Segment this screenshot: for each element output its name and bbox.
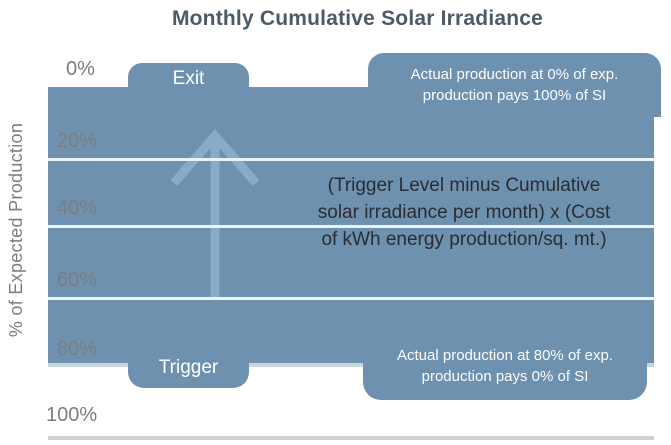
- gridline-60: [48, 297, 654, 300]
- bottom-note-callout: Actual production at 80% of exp. product…: [363, 332, 647, 400]
- y-tick-100: 100%: [46, 404, 98, 426]
- trigger-level-label: Trigger: [158, 357, 219, 378]
- gridline-80: [48, 363, 654, 367]
- top-note-line2: production pays 100% of SI: [422, 87, 607, 104]
- bottom-note-line1: Actual production at 80% of exp.: [397, 347, 613, 364]
- payout-formula-line2: solar irradiance per month) x (Cost: [317, 202, 611, 223]
- top-note-callout: Actual production at 0% of exp. producti…: [368, 53, 661, 117]
- bottom-note-line2: production pays 0% of SI: [421, 368, 589, 385]
- chart-title: Monthly Cumulative Solar Irradiance: [171, 7, 544, 30]
- y-axis-label: % of Expected Production: [6, 122, 26, 338]
- payout-formula-line1: (Trigger Level minus Cumulative: [327, 175, 601, 196]
- y-tick-80: 80%: [57, 338, 98, 360]
- y-tick-60: 60%: [57, 269, 98, 291]
- axis-line-100: [48, 436, 654, 440]
- exit-level-label: Exit: [172, 68, 205, 89]
- trigger-level-tab: Trigger: [128, 348, 249, 388]
- exit-level-tab: Exit: [128, 63, 249, 95]
- payout-formula-line3: of kWh energy production/sq. mt.): [321, 229, 607, 250]
- y-tick-20: 20%: [57, 130, 98, 152]
- top-note-line1: Actual production at 0% of exp.: [410, 66, 619, 83]
- y-tick-0: 0%: [66, 58, 95, 80]
- gridline-40: [48, 225, 654, 228]
- payout-formula: (Trigger Level minus Cumulative solar ir…: [262, 172, 666, 253]
- gridline-20: [48, 158, 654, 161]
- y-tick-40: 40%: [57, 197, 98, 219]
